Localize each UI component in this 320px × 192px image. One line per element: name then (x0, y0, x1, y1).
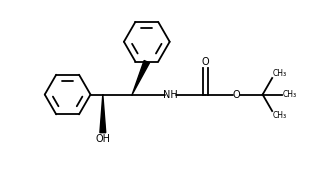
Text: CH₃: CH₃ (282, 90, 296, 99)
Polygon shape (132, 60, 149, 94)
Text: CH₃: CH₃ (273, 111, 287, 120)
Text: O: O (232, 89, 240, 99)
Text: CH₃: CH₃ (273, 69, 287, 78)
Text: OH: OH (95, 133, 110, 144)
Text: NH: NH (163, 89, 178, 99)
Text: O: O (202, 57, 209, 67)
Polygon shape (100, 94, 106, 133)
